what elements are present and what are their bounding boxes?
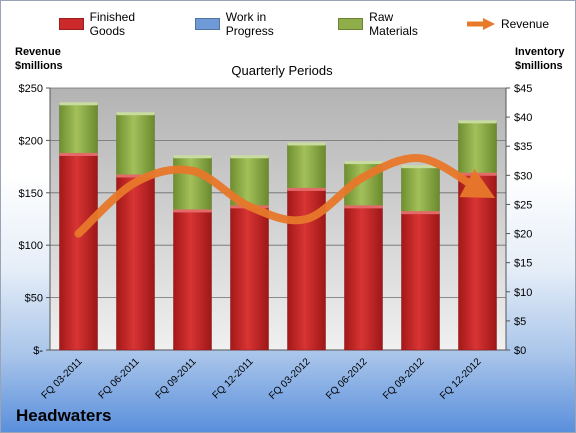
legend-arrow-icon [466, 18, 495, 30]
y-axis-left-tick-label: $- [33, 345, 43, 357]
bar-finished-goods [344, 207, 383, 351]
legend-swatch-raw-materials [338, 18, 364, 30]
bar-finished-goods [401, 212, 440, 351]
legend-label-revenue: Revenue [500, 17, 549, 31]
bar-raw-materials [401, 166, 440, 214]
bar-finished-goods-cap [59, 152, 98, 156]
bar-raw-materials-cap [116, 112, 155, 116]
legend-label-work-in-progress: Work in Progress [225, 10, 274, 38]
chart-title: Quarterly Periods [231, 63, 333, 78]
bar-finished-goods [173, 211, 212, 351]
bar-finished-goods [59, 154, 98, 351]
y-axis-left-tick-label: $250 [19, 83, 43, 95]
bar-finished-goods-cap [173, 209, 212, 213]
legend-label-finished-goods: Finished Goods [89, 10, 136, 38]
x-axis-tick-label: FQ 03-2012 [267, 356, 313, 402]
bar-raw-materials [458, 122, 497, 176]
y-axis-left-title-line1: Revenue [15, 46, 61, 58]
y-axis-right-tick-label: $30 [514, 170, 532, 182]
revenue-line [74, 154, 496, 238]
y-axis-right-tick-label: $25 [514, 199, 532, 211]
y-axis-right-title-line2: $millions [515, 60, 563, 72]
bar-raw-materials [173, 157, 212, 212]
x-axis-tick-label: FQ 09-2012 [381, 356, 427, 402]
y-axis-left-title-line2: $millions [15, 60, 63, 72]
bar-raw-materials-cap [401, 165, 440, 169]
x-axis-tick-label: FQ 09-2011 [154, 356, 199, 401]
bar-raw-materials-cap [230, 155, 269, 159]
bar-finished-goods [116, 176, 155, 351]
y-axis-left-tick-label: $100 [19, 240, 43, 252]
legend: Finished Goods Work in Progress Raw Mate… [59, 10, 575, 38]
legend-item-finished-goods: Finished Goods [59, 10, 169, 38]
company-name: Headwaters [16, 406, 112, 425]
x-axis-tick-label: FQ 12-2012 [438, 356, 484, 402]
x-axis-tick-label: FQ 06-2012 [324, 356, 370, 402]
x-axis-tick-label: FQ 06-2011 [97, 356, 142, 401]
y-axis-right-tick-label: $10 [514, 287, 532, 299]
legend-item-revenue: Revenue [466, 17, 549, 31]
bar-finished-goods [458, 174, 497, 351]
legend-swatch-finished-goods [59, 18, 84, 30]
y-axis-right-tick-label: $20 [514, 229, 532, 241]
x-axis-tick-label: FQ 12-2011 [211, 356, 256, 401]
y-axis-right-tick-label: $15 [514, 258, 532, 270]
bar-finished-goods-cap [344, 205, 383, 209]
y-axis-right-tick-label: $5 [514, 316, 526, 328]
y-axis-left-tick-label: $50 [25, 293, 43, 305]
y-axis-right-tick-label: $0 [514, 345, 526, 357]
legend-label-raw-materials: Raw Materials [369, 10, 418, 38]
y-axis-left-title: Revenue $millions [15, 45, 63, 73]
legend-item-work-in-progress: Work in Progress [195, 10, 312, 38]
bar-raw-materials [59, 104, 98, 156]
legend-swatch-work-in-progress [195, 18, 220, 30]
bar-raw-materials [116, 113, 155, 177]
x-axis-tick-label: FQ 03-2011 [40, 356, 85, 401]
y-axis-left-tick-label: $150 [19, 188, 43, 200]
y-axis-right-tick-label: $45 [514, 83, 532, 95]
bar-finished-goods [230, 207, 269, 351]
bar-raw-materials-cap [344, 161, 383, 165]
legend-item-raw-materials: Raw Materials [338, 10, 440, 38]
y-axis-right-tick-label: $35 [514, 141, 532, 153]
y-axis-right-title: Inventory $millions [515, 45, 565, 73]
bar-raw-materials [287, 144, 326, 191]
y-axis-right-title-line1: Inventory [515, 46, 565, 58]
bar-raw-materials-cap [458, 120, 497, 124]
bar-raw-materials-cap [287, 142, 326, 146]
bar-finished-goods-cap [287, 187, 326, 191]
bar-raw-materials-cap [173, 155, 212, 159]
bar-finished-goods-cap [116, 174, 155, 178]
y-axis-right-tick-label: $40 [514, 112, 532, 124]
bar-finished-goods-cap [401, 211, 440, 215]
y-axis-left-tick-label: $200 [19, 135, 43, 147]
bar-raw-materials-cap [59, 102, 98, 106]
